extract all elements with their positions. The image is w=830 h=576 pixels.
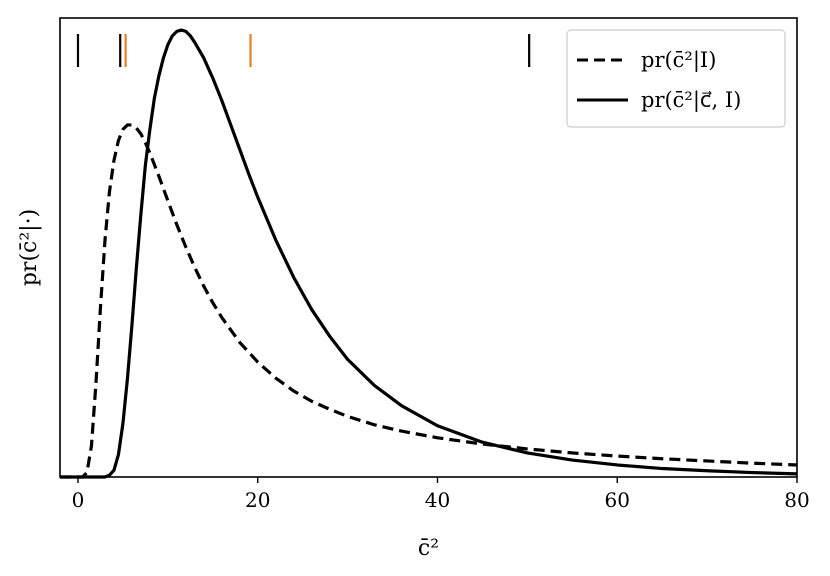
legend-box [566, 29, 786, 128]
x-tick-label: 80 [784, 488, 809, 512]
series-layer [60, 28, 798, 479]
x-axis-ticks: 0 20 40 60 80 [72, 477, 810, 512]
y-axis-label: pr(c̄²|·) [17, 209, 42, 286]
rug-marks [76, 34, 531, 67]
x-tick-label: 40 [425, 488, 450, 512]
x-axis-label: c̄² [418, 536, 439, 561]
legend: pr(c̄²|I) pr(c̄²|c⃗, I) [566, 29, 786, 128]
x-tick-label: 60 [605, 488, 630, 512]
legend-entry-prior: pr(c̄²|I) [641, 48, 716, 73]
x-tick-label: 0 [72, 488, 85, 512]
legend-entry-posterior: pr(c̄²|c⃗, I) [641, 88, 741, 113]
series-line-posterior [60, 28, 798, 479]
series-line-prior [60, 123, 798, 479]
x-tick-label: 20 [245, 488, 270, 512]
plot-frame [59, 17, 798, 478]
